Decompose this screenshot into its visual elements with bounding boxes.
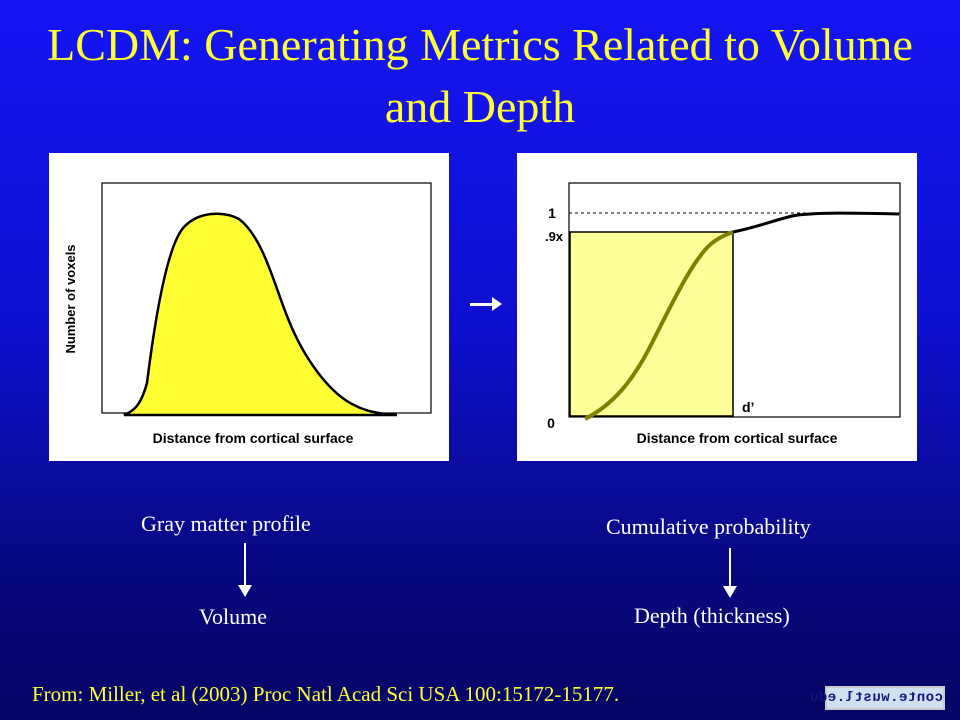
y-axis-label: Number of voxels [63, 244, 78, 353]
cumulative-curve-lower [584, 230, 734, 421]
cumulative-probability-panel: 1 .9x 0 d’ Distance from cortical surfac… [517, 153, 917, 461]
tick-label-point-nine: .9x [545, 229, 564, 244]
down-arrow-icon [238, 543, 252, 597]
slide-title: LCDM: Generating Metrics Related to Volu… [47, 19, 913, 132]
gray-matter-profile-curve [123, 212, 398, 417]
gray-matter-profile-caption: Gray matter profile [141, 511, 311, 536]
gray-matter-profile-panel: Number of voxels Distance from cortical … [49, 153, 449, 461]
right-arrow-icon [470, 297, 502, 311]
area-under-curve [569, 231, 734, 417]
tick-label-one: 1 [548, 205, 556, 221]
down-arrow-icon [723, 548, 737, 598]
gray-matter-profile-diagram: Number of voxels Distance from cortical … [63, 182, 432, 446]
cumulative-probability-diagram: 1 .9x 0 d’ Distance from cortical surfac… [545, 182, 901, 446]
x-axis-label: Distance from cortical surface [637, 430, 838, 446]
conte-logo[interactable]: conte.wustl.edu [809, 686, 945, 710]
d-prime-label: d’ [742, 399, 754, 415]
cumulative-probability-caption: Cumulative probability [606, 514, 811, 539]
cumulative-curve-upper [732, 211, 900, 234]
volume-caption: Volume [199, 604, 268, 629]
depth-thickness-caption: Depth (thickness) [634, 603, 790, 628]
x-axis-label: Distance from cortical surface [153, 430, 354, 446]
tick-label-zero: 0 [547, 415, 555, 431]
citation: From: Miller, et al (2003) Proc Natl Aca… [32, 682, 620, 706]
